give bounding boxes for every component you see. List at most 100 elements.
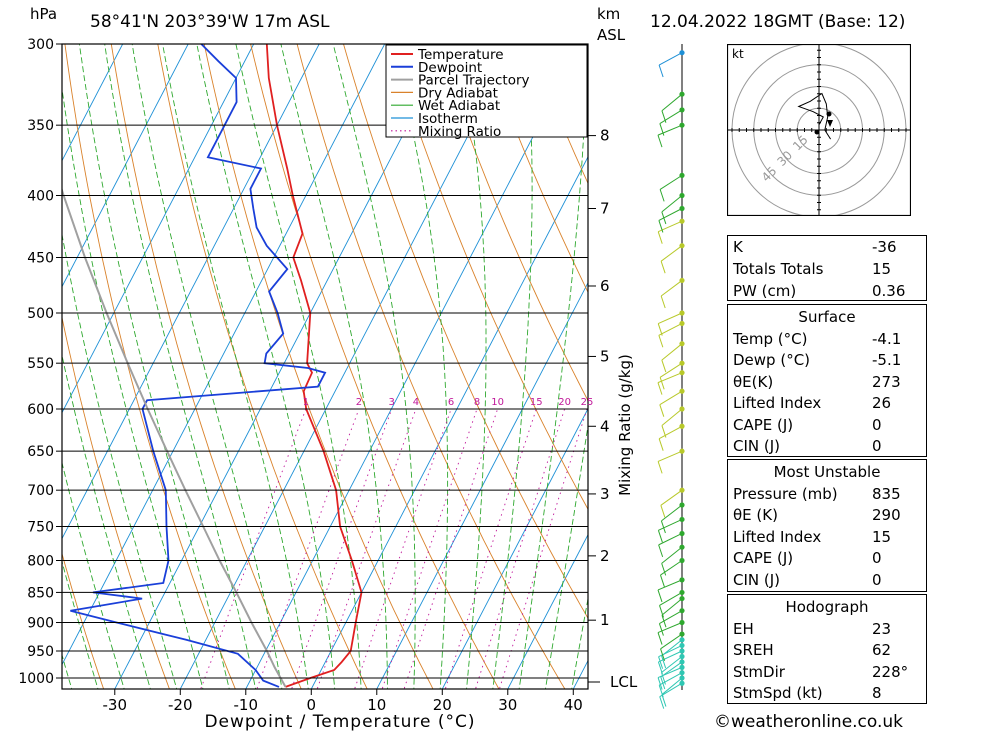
hodograph-stats-panel: Hodograph EH 23 SREH 62 StmDir 228° StmSpd …	[727, 594, 927, 704]
wind-barb	[659, 680, 685, 709]
pressure-tick-label: 700	[27, 483, 54, 499]
wind-barb	[661, 192, 685, 225]
hodo-row-stmspd: StmSpd (kt) 8	[733, 684, 882, 702]
wet-adiabat-line	[392, 44, 449, 689]
asl-label: ASL	[597, 26, 626, 44]
legend-entry: Dewpoint	[418, 60, 482, 76]
isotherm-line	[507, 533, 588, 689]
hodograph-trace	[797, 92, 832, 140]
surface-row-cin: CIN (J) 0	[733, 437, 882, 455]
wet-adiabat-line	[78, 44, 230, 689]
pressure-tick-label: 500	[27, 306, 54, 322]
wind-barb	[660, 631, 685, 661]
legend-entry: Temperature	[417, 47, 504, 63]
index-row-k: K -36	[733, 238, 897, 256]
surface-panel: Surface Temp (°C) -4.1 Dewp (°C) -5.1 θE(K…	[727, 304, 927, 457]
wet-adiabat-line	[62, 232, 178, 689]
mu-row-lifted-index: Lifted Index 15	[733, 528, 892, 546]
wind-barb	[657, 516, 685, 543]
dry-adiabat-line	[62, 552, 105, 689]
legend-entry: Parcel Trajectory	[418, 73, 530, 89]
km-tick-label: 3	[600, 485, 610, 503]
dry-adiabat-line	[343, 44, 588, 619]
most-unstable-title: Most Unstable	[773, 463, 881, 481]
wind-barb	[658, 50, 685, 78]
wet-adiabat-line	[544, 423, 588, 689]
location-title: 58°41'N 203°39'W 17m ASL	[90, 12, 330, 32]
pressure-unit-label: hPa	[30, 5, 58, 23]
wind-barb	[661, 675, 685, 707]
mixing-ratio-label: 20	[558, 397, 571, 408]
wind-barb	[659, 107, 685, 136]
temp-tick-label: -30	[103, 696, 128, 714]
temp-tick-label: 0	[307, 696, 317, 714]
temp-tick-label: 40	[564, 696, 583, 714]
wet-adiabat-line	[492, 44, 533, 689]
surface-row-cape: CAPE (J) 0	[733, 416, 882, 434]
legend-entry: Wet Adiabat	[418, 98, 500, 114]
pressure-tick-label: 550	[27, 356, 54, 372]
isotherm-line	[441, 407, 588, 689]
isotherm-line	[114, 44, 451, 689]
wet-adiabat-line	[131, 44, 283, 689]
index-row-pw: PW (cm) 0.36	[733, 282, 906, 300]
temp-tick-label: 20	[433, 696, 452, 714]
temp-tick-label: 10	[367, 696, 386, 714]
pressure-tick-label: 1000	[18, 671, 54, 687]
km-tick-label: 7	[600, 199, 610, 217]
wet-adiabat-line	[458, 44, 487, 689]
dry-adiabat-line	[110, 44, 302, 689]
wind-barb	[661, 653, 685, 685]
mixing-ratio-axis-title: Mixing Ratio (g/kg)	[616, 354, 634, 496]
wet-adiabat-line	[332, 44, 416, 689]
isotherm-line	[310, 155, 588, 689]
pressure-tick-label: 600	[27, 402, 54, 418]
mixing-ratio-label: 2	[356, 397, 362, 408]
isotherm-line	[62, 44, 124, 162]
wet-adiabat-line	[571, 596, 588, 689]
wet-adiabat-line	[104, 44, 257, 689]
wet-adiabat-line	[62, 85, 204, 689]
wind-barb	[660, 659, 685, 690]
km-tick-label: 8	[600, 127, 610, 145]
wind-barb	[657, 448, 685, 474]
dewpoint-profile	[70, 44, 327, 688]
pressure-tick-label: 800	[27, 553, 54, 569]
wet-adiabat-line	[162, 44, 309, 689]
mu-row-pressure: Pressure (mb) 835	[733, 485, 901, 503]
dry-adiabat-line	[62, 315, 170, 689]
surface-row-temp: Temp (°C) -4.1	[733, 330, 902, 348]
dry-adiabat-line	[482, 44, 588, 294]
mixing-ratio-label: 4	[413, 397, 419, 408]
wind-barb	[661, 91, 685, 123]
wind-barb	[659, 388, 685, 417]
x-axis-title: Dewpoint / Temperature (°C)	[204, 712, 475, 732]
pressure-tick-label: 950	[27, 644, 54, 660]
legend-entry: Mixing Ratio	[418, 124, 501, 140]
dry-adiabat-line	[435, 44, 588, 402]
isotherm-line	[245, 44, 582, 689]
wind-barb	[659, 589, 685, 618]
parcel-trajectory	[62, 186, 287, 688]
lcl-label: LCL	[610, 673, 638, 691]
hodograph-unit-label: kt	[732, 47, 744, 61]
wet-adiabat-line	[235, 44, 362, 689]
wind-barb	[661, 544, 685, 576]
mu-row-cin: CIN (J) 0	[733, 571, 882, 589]
pressure-tick-label: 350	[27, 118, 54, 134]
wind-barb	[657, 370, 685, 395]
surface-title: Surface	[798, 308, 856, 326]
dry-adiabat-line	[947, 44, 1000, 694]
wet-adiabat-line	[62, 559, 99, 689]
km-tick-label: 5	[600, 347, 610, 365]
mixing-ratio-line	[498, 408, 588, 689]
wet-adiabat-line	[518, 44, 588, 689]
surface-row-thetae: θE(K) 273	[733, 373, 901, 391]
isotherm-line	[179, 44, 517, 689]
datetime-title: 12.04.2022 18GMT (Base: 12)	[650, 12, 906, 32]
mu-row-cape: CAPE (J) 0	[733, 549, 882, 567]
wind-barb	[659, 360, 685, 390]
indices-panel: K -36 Totals Totals 15 PW (cm) 0.36	[727, 235, 927, 301]
